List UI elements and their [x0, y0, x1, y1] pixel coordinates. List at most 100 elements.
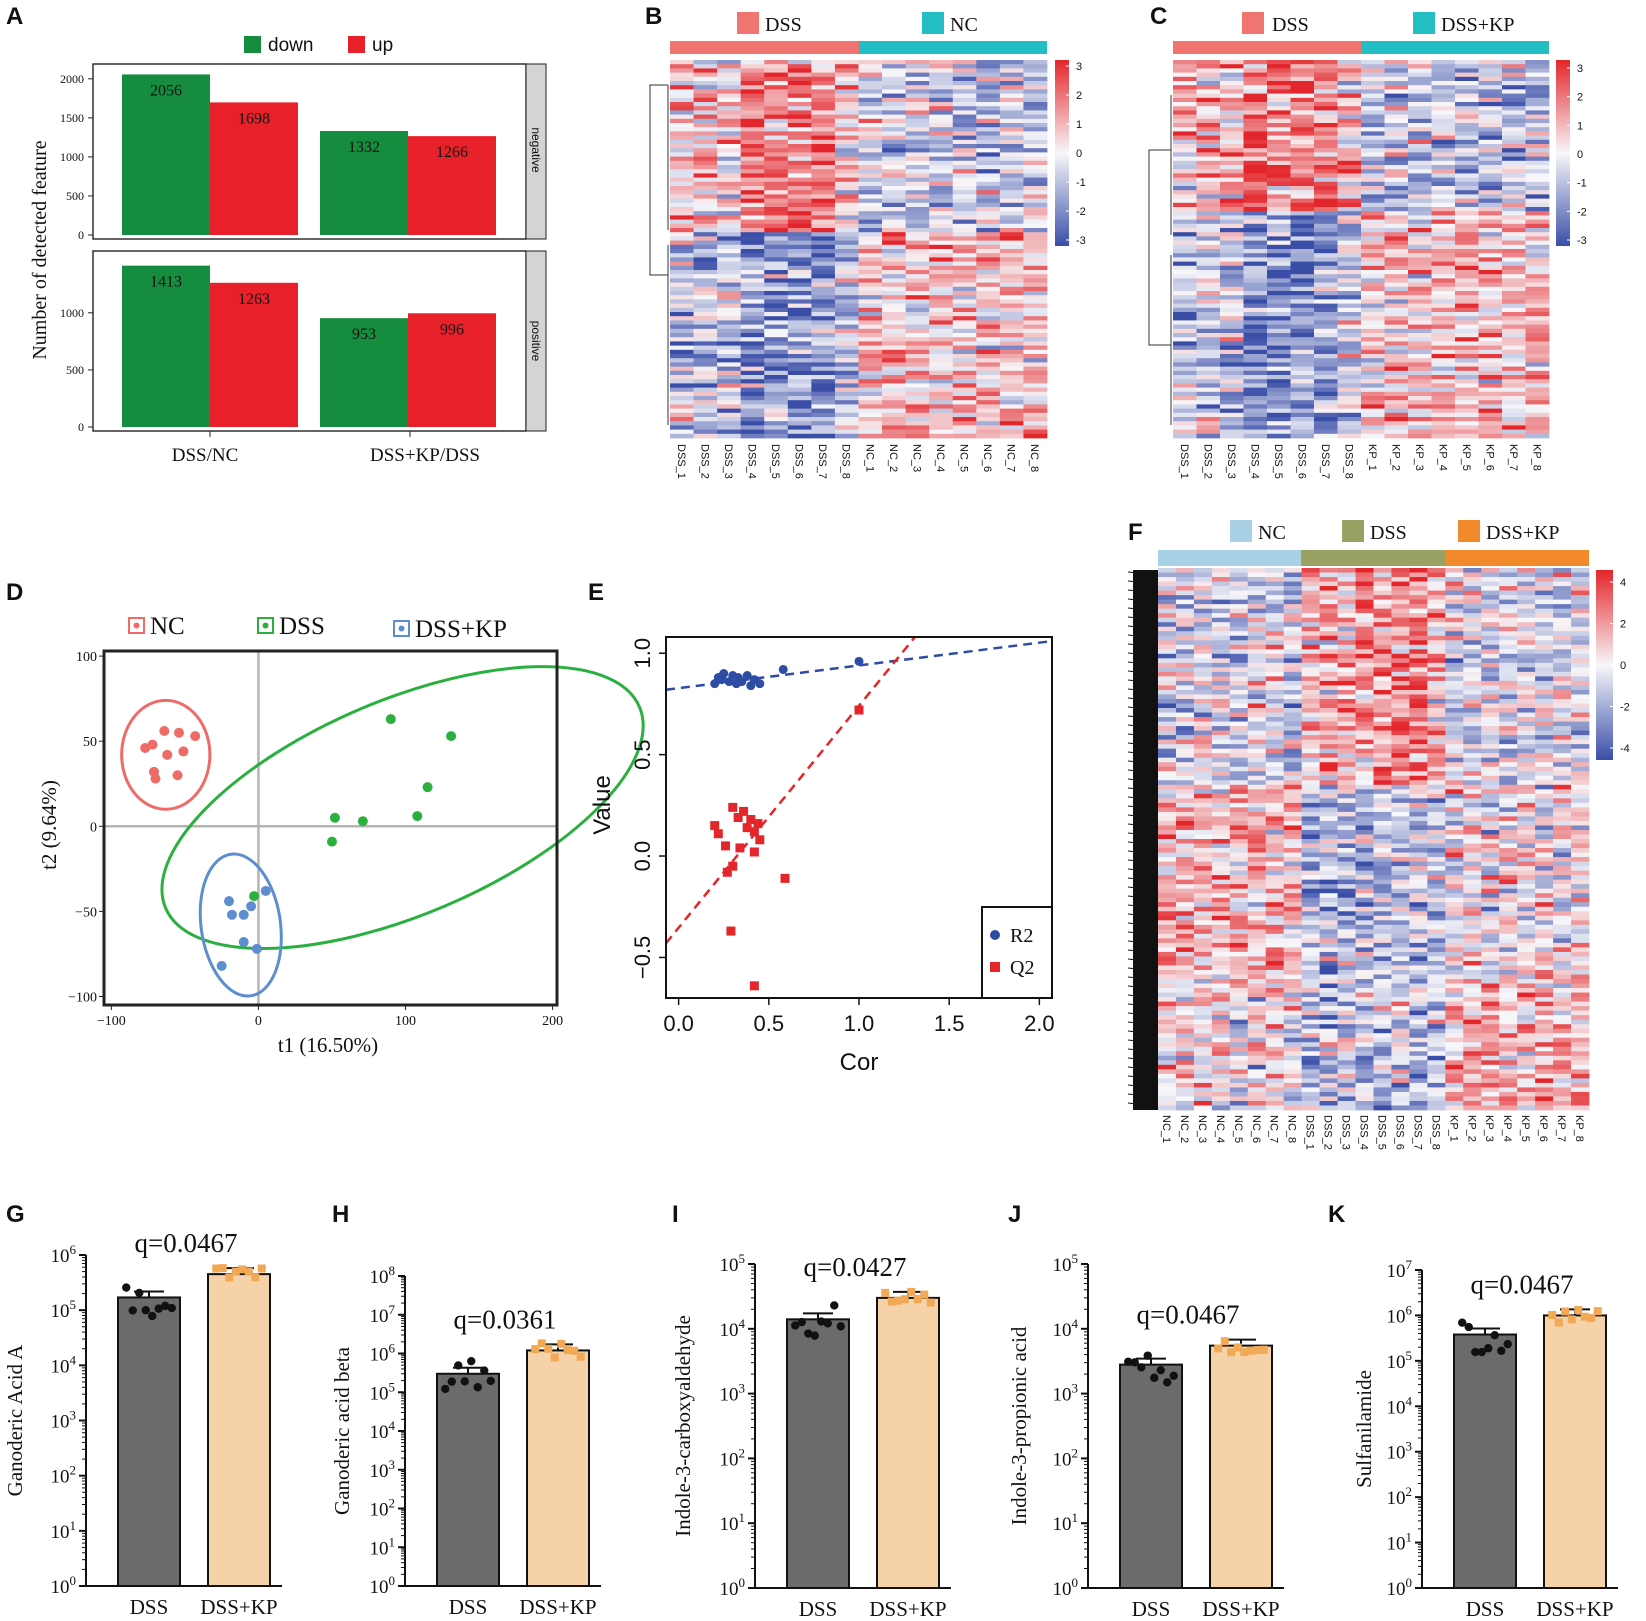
heatmap-cell — [1391, 839, 1410, 844]
heatmap-cell — [1173, 261, 1197, 267]
heatmap-cell — [1391, 983, 1410, 989]
heatmap-cell — [999, 396, 1024, 401]
heatmap-cell — [882, 72, 907, 78]
group-nc-label-f: NC — [1258, 522, 1286, 544]
heatmap-cell — [1319, 965, 1338, 971]
heatmap-cell — [1319, 1028, 1338, 1034]
heatmap-cell — [1173, 253, 1197, 258]
heatmap-cell — [1373, 879, 1392, 885]
heatmap-cell — [1314, 236, 1338, 241]
heatmap-cell — [1502, 64, 1526, 69]
colorbar-tick-label: 0 — [1577, 149, 1583, 161]
heatmap-cell — [952, 404, 977, 409]
heatmap-cell — [1265, 902, 1285, 908]
heatmap-cell — [1478, 383, 1503, 388]
heatmap-cell — [1319, 1100, 1338, 1106]
heatmap-cell — [1196, 328, 1221, 334]
heatmap-cell — [1319, 726, 1338, 731]
heatmap-cell — [811, 324, 836, 330]
heatmap-cell — [882, 165, 907, 170]
dendrogram-branch — [1127, 742, 1159, 747]
heatmap-cell — [1409, 879, 1428, 885]
heatmap-cell — [1290, 240, 1315, 246]
heatmap-cell — [1220, 118, 1244, 124]
heatmap-cell — [1175, 771, 1195, 777]
heatmap-cell — [929, 282, 954, 288]
heatmap-cell — [740, 274, 765, 279]
heatmap-cell — [1337, 345, 1362, 351]
heatmap-cell — [1478, 417, 1503, 422]
heatmap-cell — [1337, 694, 1356, 700]
heatmap-cell — [1408, 190, 1432, 195]
heatmap-cell — [1361, 307, 1385, 313]
heatmap-cell — [952, 165, 977, 170]
heatmap-cell — [1265, 789, 1285, 795]
heatmap-cell — [1211, 653, 1231, 659]
heatmap-cell — [1265, 924, 1285, 930]
heatmap-cell — [740, 148, 765, 153]
heatmap-cell — [1301, 572, 1321, 578]
heatmap-cell — [787, 265, 812, 271]
heatmap-cell — [1301, 590, 1321, 596]
heatmap-cell — [1301, 839, 1321, 844]
heatmap-cell — [1391, 979, 1410, 984]
heatmap-cell — [764, 102, 789, 107]
heatmap-cell — [764, 89, 789, 94]
heatmap-cell — [1319, 1015, 1338, 1021]
heatmap-cell — [1455, 93, 1479, 99]
heatmap-cell — [1196, 261, 1221, 267]
heatmap-cell — [1408, 215, 1432, 220]
heatmap-cell — [1023, 341, 1048, 346]
heatmap-cell — [1455, 215, 1479, 220]
heatmap-cell — [1455, 198, 1479, 204]
heatmap-cell — [1373, 1091, 1392, 1097]
heatmap-cell — [1196, 173, 1221, 178]
heatmap-cell — [1243, 232, 1268, 237]
heatmap-cell — [1384, 165, 1409, 170]
heatmap-cell — [1158, 920, 1177, 926]
heatmap-cell — [1337, 915, 1356, 921]
heatmap-cell — [693, 307, 718, 313]
heatmap-cell — [1337, 64, 1362, 69]
heatmap-cell — [670, 408, 694, 414]
heatmap-cell — [1431, 341, 1456, 346]
heatmap-cell — [1265, 708, 1285, 713]
heatmap-cell — [1319, 613, 1338, 619]
heatmap-cell — [670, 211, 694, 216]
heatmap-cell — [1247, 1006, 1267, 1012]
heatmap-cell — [999, 274, 1024, 279]
heatmap-cell — [1196, 72, 1221, 78]
heatmap-cell — [811, 219, 836, 225]
heatmap-cell — [1267, 232, 1291, 237]
heatmap-cell — [764, 408, 789, 414]
heatmap-cell — [693, 89, 718, 94]
panel-d-legend: NC DSS DSS+KP — [128, 613, 507, 643]
heatmap-cell — [1290, 139, 1315, 145]
heatmap-cell — [1243, 299, 1268, 304]
heatmap-cell — [1193, 879, 1213, 885]
heatmap-cell — [1196, 391, 1221, 397]
heatmap-cell — [811, 190, 836, 195]
heatmap-cell — [1290, 127, 1315, 132]
heatmap-cell — [670, 64, 694, 69]
heatmap-cell — [1243, 333, 1268, 338]
heatmap-cell — [1409, 915, 1428, 921]
heatmap-cell — [1243, 244, 1268, 250]
heatmap-cell — [1409, 590, 1428, 596]
heatmap-cell — [952, 244, 977, 250]
heatmap-cell — [1408, 328, 1432, 334]
heatmap-cell — [1384, 85, 1409, 90]
heatmap-cell — [952, 396, 977, 401]
heatmap-cell — [1391, 1082, 1410, 1088]
heatmap-cell — [1220, 429, 1244, 435]
heatmap-cell — [1355, 622, 1374, 628]
heatmap-cell — [1265, 906, 1285, 912]
heatmap-cell — [1525, 148, 1550, 153]
heatmap-cell — [1023, 278, 1048, 283]
heatmap-cell — [929, 333, 954, 338]
heatmap-cell — [1525, 312, 1550, 317]
heatmap-cell — [1337, 1073, 1356, 1079]
heatmap-cell — [1355, 685, 1374, 691]
heatmap-cell — [1220, 400, 1244, 405]
heatmap-cell — [976, 286, 1001, 292]
